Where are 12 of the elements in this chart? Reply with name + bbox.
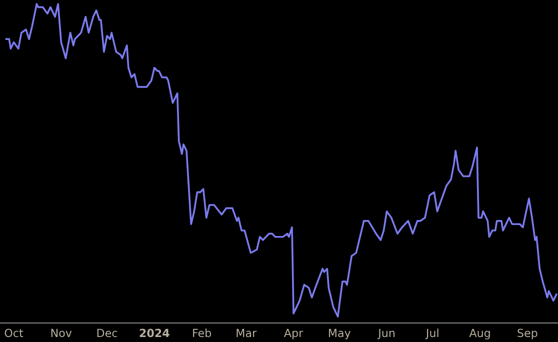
x-tick-label: Jul: [425, 328, 438, 340]
x-tick-label: Feb: [193, 328, 212, 338]
x-tick-label: Aug: [469, 328, 490, 340]
x-tick-label: Dec: [97, 328, 118, 338]
x-tick-label: 2024: [140, 328, 170, 338]
x-tick-label: Jun: [378, 328, 395, 340]
x-tick-label: Apr: [284, 328, 304, 340]
x-tick-label: Nov: [51, 328, 72, 338]
x-tick-label: May: [328, 328, 351, 340]
x-tick-label: Mar: [236, 328, 257, 338]
x-tick-label: Sep: [518, 328, 538, 340]
x-tick-label: Oct: [4, 328, 24, 338]
